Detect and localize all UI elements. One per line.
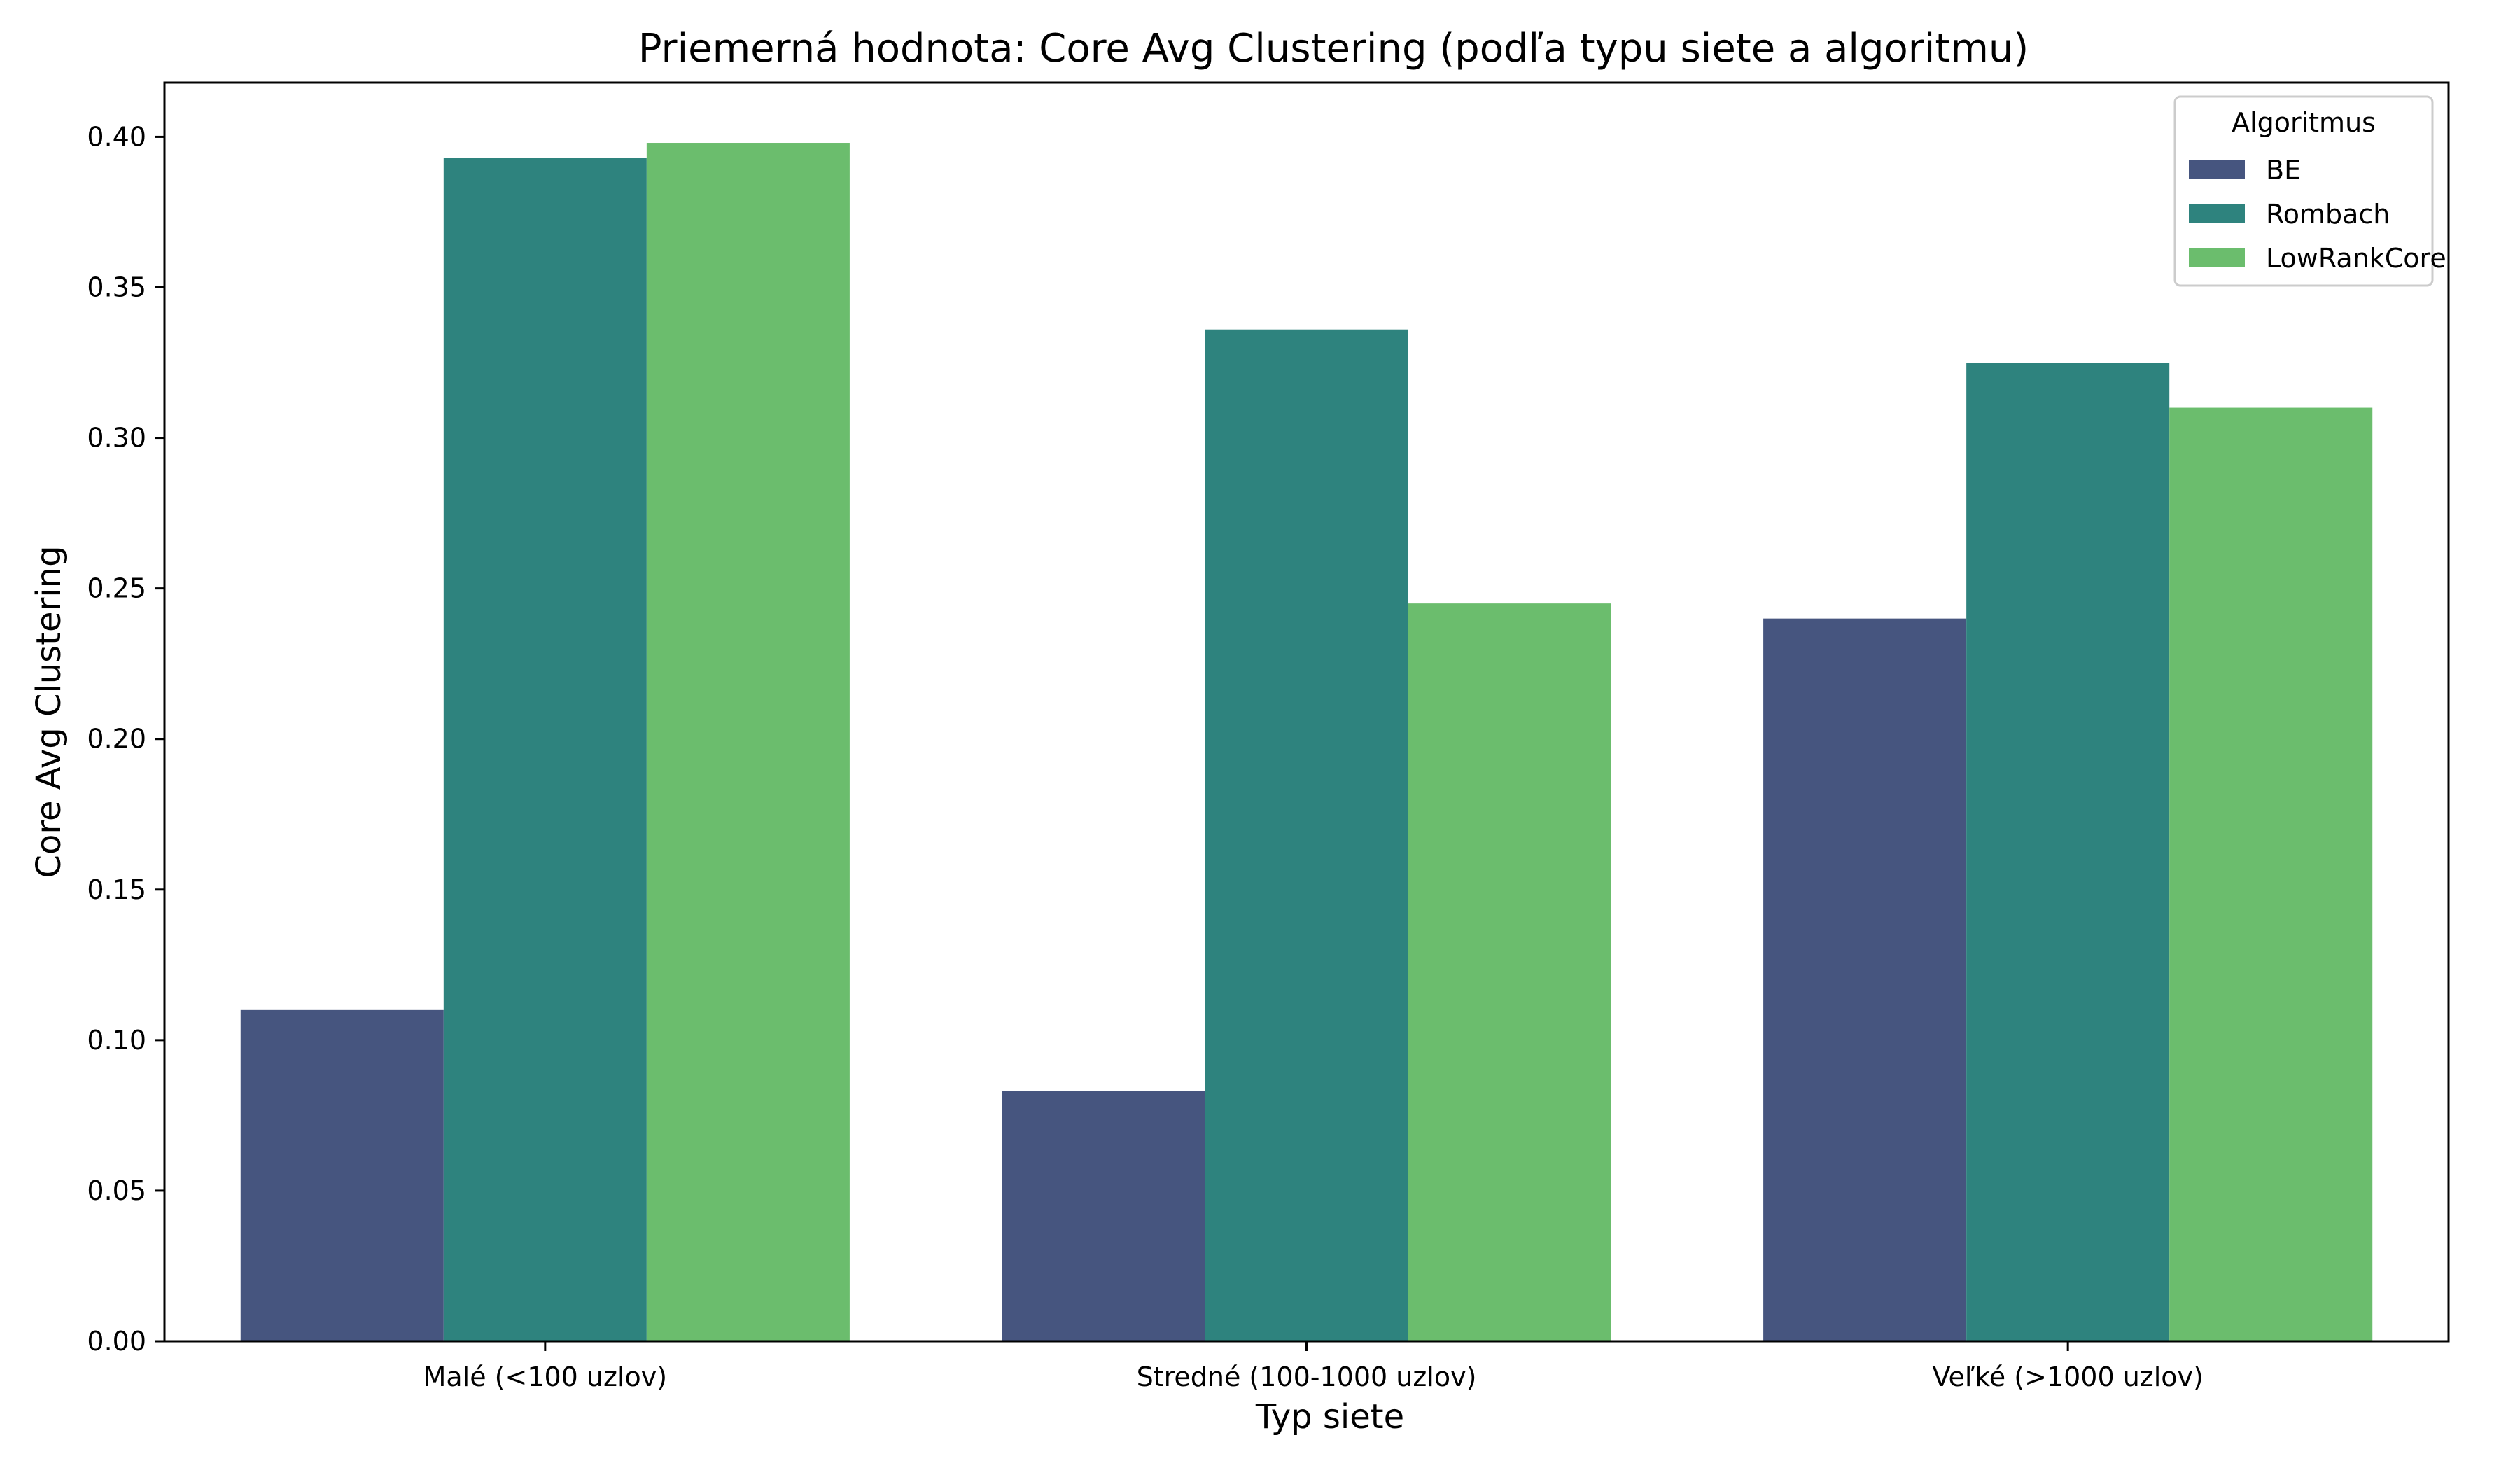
chart-title: Priemerná hodnota: Core Avg Clustering (… [638, 26, 2029, 71]
x-axis-label: Typ siete [1255, 1397, 1404, 1436]
legend-swatch [2189, 160, 2245, 179]
bar-lowrankcore [2169, 407, 2373, 1341]
bar-rombach [1966, 363, 2170, 1342]
y-tick-label: 0.00 [87, 1326, 146, 1357]
bars-layer [240, 143, 2373, 1342]
plot-frame [163, 81, 2450, 1343]
y-tick-label: 0.35 [87, 272, 146, 302]
x-tick-label: Veľké (>1000 uzlov) [1932, 1362, 2203, 1392]
legend-label: BE [2266, 155, 2301, 186]
legend-swatch [2189, 248, 2245, 267]
legend-box [2174, 95, 2434, 287]
y-tick-label: 0.10 [87, 1025, 146, 1056]
bar-lowrankcore [646, 143, 850, 1342]
bar-be [240, 1009, 444, 1341]
y-axis-label: Core Avg Clustering [29, 545, 69, 878]
y-tick-label: 0.25 [87, 573, 146, 604]
bar-be [1002, 1091, 1205, 1341]
x-tick-label: Malé (<100 uzlov) [424, 1362, 668, 1392]
bar-rombach [1205, 329, 1408, 1341]
y-tick-label: 0.15 [87, 874, 146, 905]
legend: Algoritmus BE Rombach LowRankCore [2174, 95, 2446, 287]
legend-title: Algoritmus [2232, 107, 2376, 138]
bar-lowrankcore [1408, 603, 1611, 1341]
legend-label: LowRankCore [2266, 243, 2446, 274]
y-tick-label: 0.40 [87, 121, 146, 152]
bar-be [1763, 618, 1967, 1341]
y-tick-label: 0.20 [87, 724, 146, 755]
bar-rombach [443, 158, 647, 1341]
legend-label: Rombach [2266, 199, 2390, 230]
x-axis: Malé (<100 uzlov) Stredné (100-1000 uzlov… [424, 1341, 2204, 1392]
legend-swatch [2189, 204, 2245, 223]
y-tick-label: 0.05 [87, 1175, 146, 1206]
y-tick-label: 0.30 [87, 423, 146, 454]
y-axis: 0.00 0.05 0.10 0.15 0.20 0.25 0.30 0.35 0.40 [87, 121, 164, 1357]
x-tick-label: Stredné (100-1000 uzlov) [1137, 1362, 1477, 1392]
